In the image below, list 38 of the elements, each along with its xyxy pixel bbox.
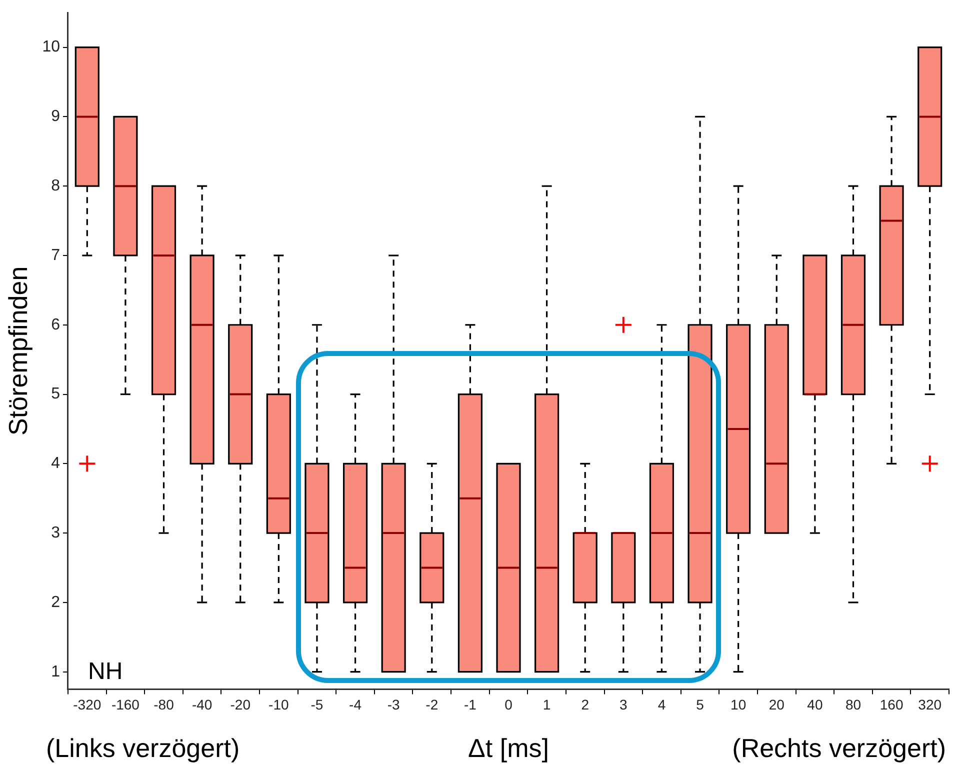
x-tick-label: 0 [504, 696, 513, 712]
y-tick-label: 10 [42, 38, 60, 56]
x-tick-label: 2 [581, 696, 590, 712]
x-tick-label: 40 [807, 696, 823, 712]
y-tick-label: 9 [51, 108, 60, 126]
y-tick-label: 6 [51, 316, 60, 334]
x-tick-label: 5 [696, 696, 704, 712]
x-tick-label: 1 [542, 696, 551, 712]
x-tick-label: -20 [230, 696, 251, 712]
x-tick-label: -40 [192, 696, 212, 712]
y-axis-title: Störempfinden [2, 266, 33, 436]
x-axis-title: Δt [ms] [468, 733, 549, 763]
x-tick-label: 3 [620, 696, 628, 712]
x-tick-label: -80 [154, 696, 174, 712]
x-tick-label: -2 [426, 696, 438, 712]
x-tick-label: -1 [464, 696, 477, 712]
x-tick-label: 320 [918, 696, 942, 712]
x-tick-label: 20 [768, 696, 785, 712]
x-tick-label: 160 [880, 696, 904, 712]
text: (Links verzögert) [46, 733, 240, 763]
x-tick-label: -5 [310, 696, 324, 712]
x-tick-label: 80 [845, 696, 862, 712]
x-tick-label: -4 [349, 696, 362, 712]
x-tick-label: -160 [111, 696, 140, 712]
annotation: NH [88, 658, 123, 686]
y-tick-label: 5 [51, 386, 60, 403]
x-tick-label: 4 [658, 696, 666, 712]
y-tick-label: 3 [51, 524, 60, 542]
y-tick-label: 1 [51, 663, 60, 680]
y-tick-label: 7 [51, 246, 60, 264]
y-tick-label: 4 [51, 455, 60, 472]
x-tick-label: 10 [730, 696, 746, 712]
text: (Rechts verzögert) [732, 733, 946, 763]
y-tick-label: 8 [51, 177, 60, 194]
y-tick-label: 2 [51, 594, 60, 611]
x-tick-label: -3 [387, 696, 400, 712]
x-tick-label: -10 [268, 696, 290, 712]
x-tick-label: -320 [73, 696, 102, 712]
